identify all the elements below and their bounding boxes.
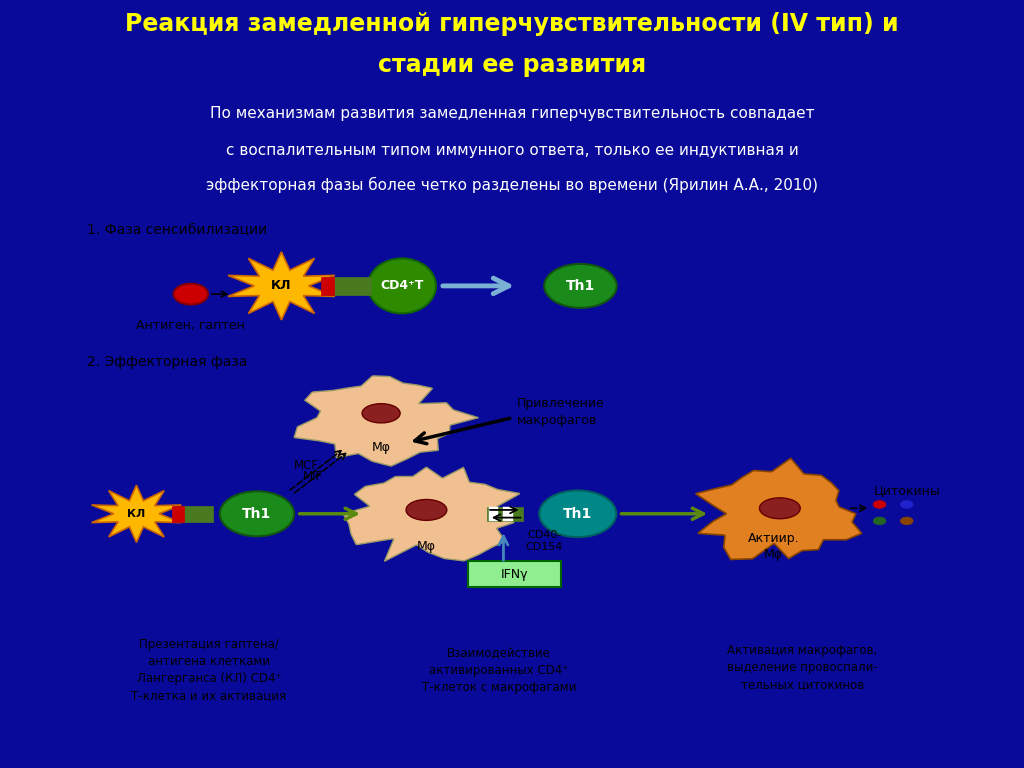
Ellipse shape <box>873 517 886 525</box>
Polygon shape <box>343 468 519 561</box>
FancyBboxPatch shape <box>468 561 561 588</box>
Text: Мφ: Мφ <box>417 540 436 553</box>
Polygon shape <box>294 376 478 466</box>
Text: Актиир.
Мφ: Актиир. Мφ <box>748 532 800 561</box>
Text: CD40-
CD154: CD40- CD154 <box>525 530 563 552</box>
Ellipse shape <box>174 283 208 305</box>
Ellipse shape <box>900 501 913 508</box>
Bar <box>324 276 371 295</box>
Bar <box>487 507 523 521</box>
Text: с воспалительным типом иммунного ответа, только ее индуктивная и: с воспалительным типом иммунного ответа,… <box>225 143 799 158</box>
Bar <box>172 505 183 522</box>
Polygon shape <box>695 458 861 559</box>
Text: MCF: MCF <box>294 459 318 472</box>
Text: Взаимодействие
активированных CD4⁺
Т-клеток с макрофагами: Взаимодействие активированных CD4⁺ Т-кле… <box>422 647 577 694</box>
Bar <box>174 505 213 522</box>
Polygon shape <box>228 252 335 320</box>
Bar <box>488 507 498 521</box>
Polygon shape <box>91 485 181 542</box>
Ellipse shape <box>900 517 913 525</box>
Text: Антиген, гаптен: Антиген, гаптен <box>136 319 245 332</box>
Bar <box>504 507 513 521</box>
Text: MIF: MIF <box>303 471 324 484</box>
Text: Th1: Th1 <box>243 507 271 521</box>
Text: Цитокины: Цитокины <box>873 484 940 497</box>
Text: стадии ее развития: стадии ее развития <box>378 53 646 77</box>
Text: По механизмам развития замедленная гиперчувствительность совпадает: По механизмам развития замедленная гипер… <box>210 107 814 121</box>
Text: эффекторная фазы более четко разделены во времени (Ярилин А.А., 2010): эффекторная фазы более четко разделены в… <box>206 177 818 194</box>
Text: 2. Эффекторная фаза: 2. Эффекторная фаза <box>87 355 247 369</box>
Ellipse shape <box>873 501 886 508</box>
Bar <box>322 276 334 295</box>
Text: Реакция замедленной гиперчувствительности (IV тип) и: Реакция замедленной гиперчувствительност… <box>125 12 899 36</box>
Text: КЛ: КЛ <box>127 508 145 518</box>
Text: Мφ: Мφ <box>372 442 390 455</box>
Ellipse shape <box>362 404 400 423</box>
Ellipse shape <box>760 498 800 518</box>
Text: CD4⁺T: CD4⁺T <box>380 280 424 293</box>
Ellipse shape <box>544 264 616 308</box>
Text: Th1: Th1 <box>563 507 593 521</box>
Text: Th1: Th1 <box>566 279 595 293</box>
Ellipse shape <box>540 491 616 537</box>
Text: Презентация гаптена/
антигена клетками
Лангерганса (КЛ) CD4⁺
Т-клетка и их актив: Презентация гаптена/ антигена клетками Л… <box>131 638 287 702</box>
Text: IFNγ: IFNγ <box>501 568 528 581</box>
Text: 1. Фаза сенсибилизации: 1. Фаза сенсибилизации <box>87 223 267 237</box>
Ellipse shape <box>407 499 446 521</box>
Ellipse shape <box>368 258 436 313</box>
Text: КЛ: КЛ <box>271 280 292 293</box>
Ellipse shape <box>220 492 294 536</box>
Text: Активация макрофагов,
выделение провоспали-
тельных цитокинов: Активация макрофагов, выделение провоспа… <box>727 644 878 691</box>
Text: Привлечение
макрофагов: Привлечение макрофагов <box>517 397 605 427</box>
